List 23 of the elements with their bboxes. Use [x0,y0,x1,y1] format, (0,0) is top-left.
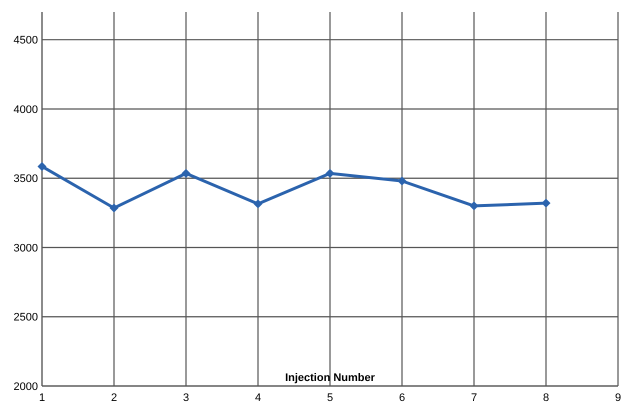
point [470,201,478,210]
x-tick-label: 7 [470,392,478,404]
point [182,168,190,178]
point [326,168,334,178]
x-tick-label: 6 [398,392,406,404]
x-tick-label: 2 [110,392,118,404]
y-tick-label: 2500 [14,312,38,324]
point [38,162,46,171]
point [398,176,406,186]
y-tick-label: 4500 [14,34,38,47]
x-tick-label: 5 [326,392,334,404]
y-tick-label: 4000 [14,104,38,116]
x-tick-label: 3 [182,392,190,404]
x-tick-label: 9 [614,392,622,404]
y-tick-label: 2000 [14,380,38,393]
y-tick-label: 3500 [14,173,38,186]
x-tick-label: 1 [38,392,46,404]
y-tick-label: 3000 [14,242,38,254]
x-tick-label: 4 [254,392,262,404]
x-tick-label: 8 [542,392,550,404]
point [110,204,118,213]
point [542,198,550,208]
point [254,199,262,208]
